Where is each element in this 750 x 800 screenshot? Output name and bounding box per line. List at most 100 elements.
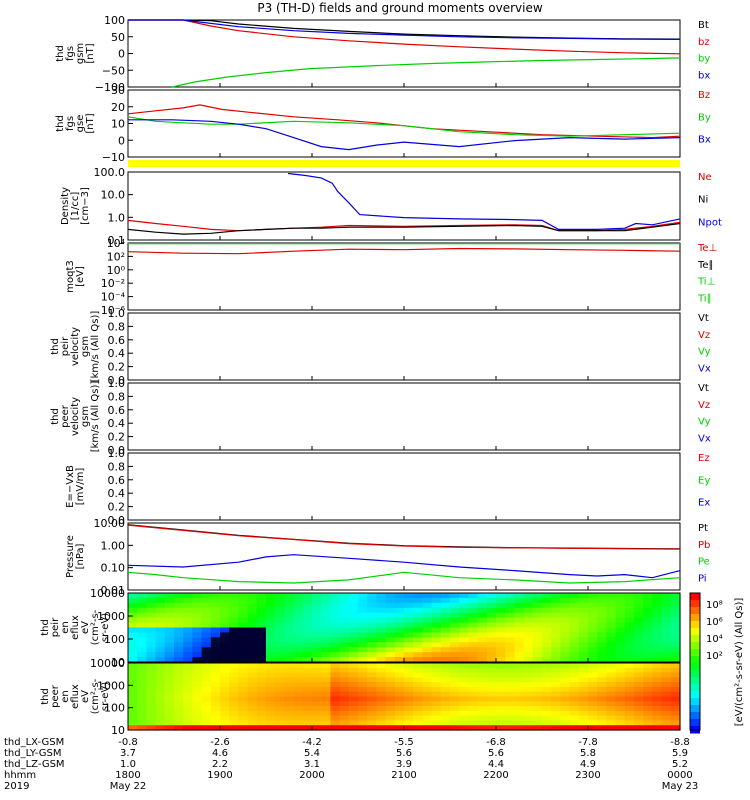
spectrogram-cell (192, 672, 203, 678)
spectrogram-cell (321, 593, 331, 599)
spectrogram-cell (523, 632, 534, 638)
spectrogram-cell (128, 593, 138, 599)
spectrogram-cell (615, 632, 626, 638)
spectrogram-cell (376, 715, 387, 722)
spectrogram-cell (174, 657, 184, 663)
spectrogram-cell (183, 677, 193, 683)
spectrogram-cell (459, 657, 469, 663)
spectrogram-cell (312, 696, 322, 702)
spectrogram-cell (293, 725, 304, 731)
legend-entry: Bz (698, 90, 710, 101)
spectrogram-cell (330, 627, 341, 634)
spectrogram-cell (486, 706, 497, 712)
y-axis-label-line: [mV/m] (75, 468, 86, 506)
spectrogram-cell (348, 612, 359, 619)
spectrogram-cell (597, 602, 607, 609)
y-tick-label: 100 (104, 702, 125, 715)
spectrogram-cell (210, 720, 221, 726)
legend-entry: Vy (698, 417, 711, 428)
spectrogram-cell (284, 715, 295, 722)
spectrogram-cell (247, 593, 258, 599)
spectrogram-cell (137, 672, 147, 678)
spectrogram-cell (496, 720, 506, 726)
spectrogram-cell (155, 686, 166, 693)
spectrogram-cell (293, 637, 304, 643)
spectrogram-cell (321, 622, 331, 629)
spectrogram-cell (597, 622, 607, 629)
spectrogram-cell (597, 642, 607, 648)
spectrogram-cell (385, 706, 396, 712)
spectrogram-cell (229, 622, 239, 629)
spectrogram-cell (624, 706, 635, 712)
spectrogram-cell (266, 593, 276, 599)
spectrogram-cell (551, 715, 561, 722)
x-column-value: -0.8 (118, 737, 138, 748)
spectrogram-cell (293, 607, 304, 614)
spectrogram-cell (321, 607, 331, 614)
colorbar-cell (690, 719, 700, 727)
series-line-Npot (288, 172, 681, 230)
spectrogram-cell (155, 667, 166, 674)
spectrogram-cell (238, 657, 249, 663)
spectrogram-cell (440, 617, 451, 624)
spectrogram-cell (358, 642, 368, 648)
spectrogram-cell (422, 657, 433, 663)
x-column-value: 5.2 (672, 759, 688, 770)
spectrogram-cell (155, 627, 166, 634)
spectrogram-cell (413, 701, 423, 707)
spectrogram-cell (514, 627, 525, 634)
spectrogram-cell (339, 701, 350, 707)
spectrogram-cell (174, 607, 184, 614)
spectrogram-cell (440, 686, 451, 693)
spectrogram-cell (302, 682, 313, 688)
spectrogram-cell (588, 706, 598, 712)
spectrogram-cell (404, 663, 414, 669)
spectrogram-cell (330, 686, 341, 693)
spectrogram-cell (459, 682, 469, 688)
spectrogram-cell (367, 597, 377, 604)
spectrogram-cell (532, 617, 543, 624)
colorbar-cell (690, 691, 700, 699)
spectrogram-cell (450, 602, 460, 609)
spectrogram-cell (385, 652, 396, 658)
spectrogram-cell (670, 652, 681, 658)
spectrogram-cell (201, 686, 212, 693)
spectrogram-cell (634, 602, 644, 609)
spectrogram-cell (201, 706, 212, 712)
spectrogram-cell (459, 720, 469, 726)
spectrogram-cell (523, 612, 534, 619)
spectrogram-cell (477, 715, 488, 722)
spectrogram-cell (247, 715, 258, 722)
spectrogram-cell (569, 657, 580, 663)
spectrogram-cell (376, 602, 387, 609)
spectrogram-cell (192, 701, 203, 707)
spectrogram-cell (367, 725, 377, 731)
spectrogram-cell (293, 657, 304, 663)
spectrogram-cell (164, 701, 175, 707)
spectrogram-cell (652, 667, 663, 674)
spectrogram-cell (192, 622, 203, 629)
spectrogram-cell (348, 622, 359, 629)
spectrogram-cell (348, 652, 359, 658)
y-tick-label: 0.6 (108, 474, 126, 487)
spectrogram-cell (174, 637, 184, 643)
spectrogram-cell (192, 617, 203, 624)
spectrogram-cell (477, 617, 488, 624)
x-column-value: 0000 (667, 770, 692, 781)
series-line-By (127, 116, 681, 137)
spectrogram-cell (413, 593, 423, 599)
spectrogram-cell (643, 667, 653, 674)
spectrogram-cell (275, 617, 285, 624)
spectrogram-cell (606, 715, 617, 722)
spectrogram-cell (229, 632, 239, 638)
spectrogram-cell (477, 642, 488, 648)
spectrogram-cell (164, 663, 175, 669)
spectrogram-cell (486, 647, 497, 653)
spectrogram-cell (192, 720, 203, 726)
spectrogram-cell (137, 597, 147, 604)
spectrogram-cell (505, 696, 515, 702)
spectrogram-cell (321, 686, 331, 693)
x-column-value: -6.8 (486, 737, 506, 748)
